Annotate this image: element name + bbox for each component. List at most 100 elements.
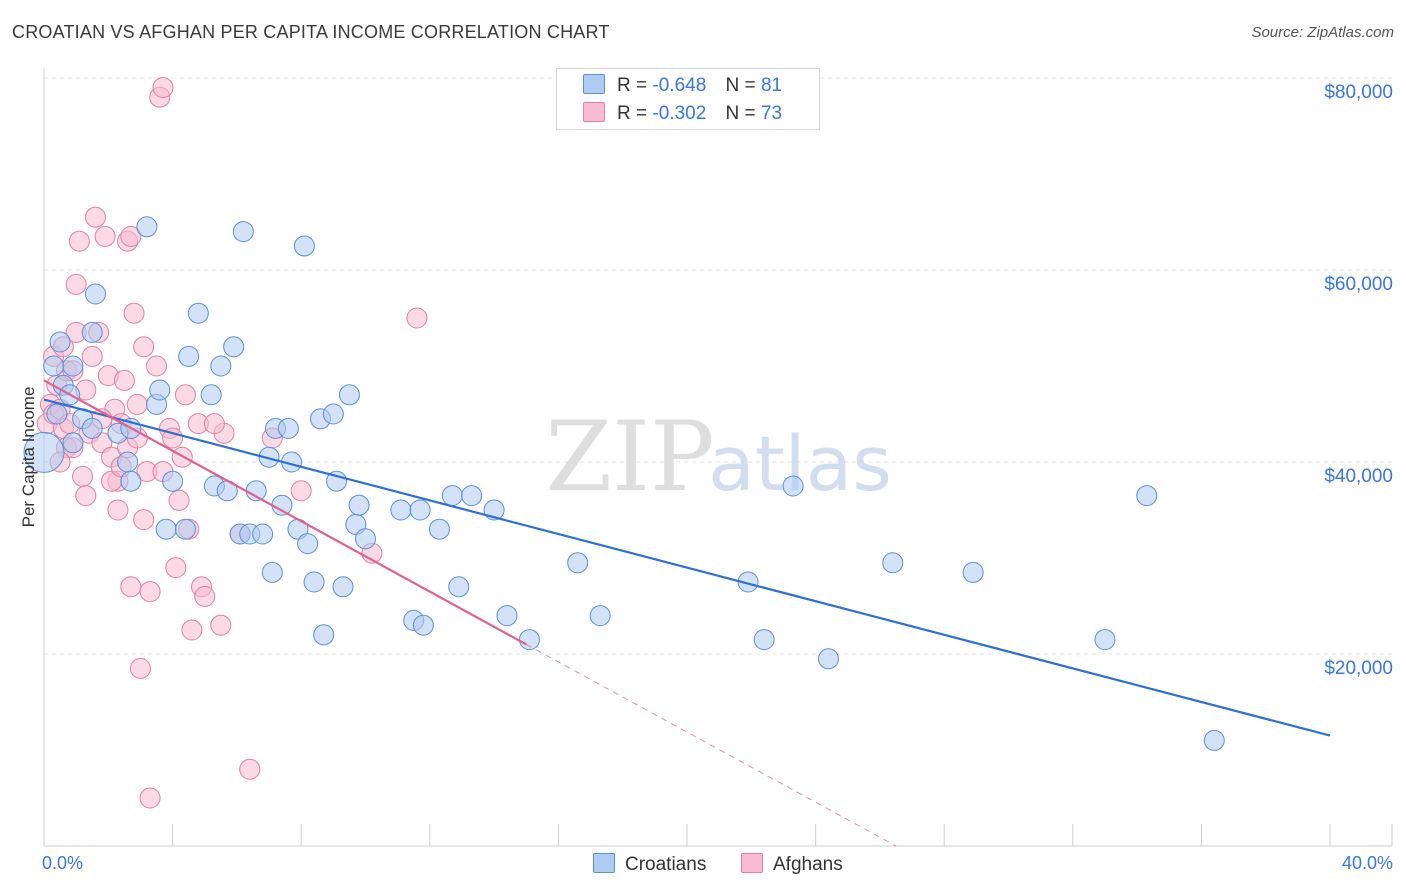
croatian-point-58 <box>441 485 463 507</box>
legend-row-croatians: R = -0.648 N = 81 <box>583 74 782 98</box>
croatians-n-label: N = <box>725 75 756 96</box>
afghan-point-38 <box>133 336 155 358</box>
croatian-point-45 <box>313 624 335 646</box>
afghan-point-41 <box>139 581 161 603</box>
afghan-point-14 <box>68 230 90 252</box>
afghan-points <box>36 77 428 809</box>
bottom-croatians-swatch <box>593 853 615 873</box>
croatian-point-46 <box>322 403 344 425</box>
croatian-point-3 <box>62 355 84 377</box>
afghans-swatch <box>583 102 605 122</box>
croatian-point-42 <box>297 533 319 555</box>
croatian-point-24 <box>200 384 222 406</box>
y-axis-label: Per Capita Income <box>19 387 38 528</box>
bottom-croatians-label: Croatians <box>625 854 707 875</box>
croatian-point-37 <box>271 494 293 516</box>
croatian-point-72 <box>1094 629 1116 651</box>
afghan-point-34 <box>123 302 145 324</box>
croatians-r-label: R = <box>617 75 648 96</box>
afghan-point-35 <box>126 393 148 415</box>
croatian-point-11 <box>84 283 106 305</box>
croatian-point-23 <box>187 302 209 324</box>
tick-layer: $20,000 $40,000 $60,000 $80,000 <box>43 82 1393 846</box>
afghan-point-27 <box>107 499 129 521</box>
croatian-trend-line <box>43 398 1331 737</box>
afghan-point-60 <box>290 480 312 502</box>
afghan-point-61 <box>139 787 161 809</box>
x-tick-label-min: 0.0% <box>42 853 83 873</box>
croatian-point-6 <box>46 403 68 425</box>
croatian-point-43 <box>303 571 325 593</box>
croatian-point-60 <box>461 485 483 507</box>
croatian-point-35 <box>261 561 283 583</box>
afghan-point-70 <box>174 384 196 406</box>
afghan-point-18 <box>81 345 103 367</box>
afghan-point-37 <box>129 657 151 679</box>
afghan-point-64 <box>203 413 225 435</box>
legend-row-afghans: R = -0.302 N = 73 <box>583 102 782 126</box>
croatian-point-10 <box>81 417 103 439</box>
afghan-point-22 <box>94 225 116 247</box>
croatian-point-30 <box>232 221 254 243</box>
bottom-legend-croatians: Croatians <box>593 852 706 878</box>
afghan-point-42 <box>146 355 168 377</box>
y-tick-label-2: $60,000 <box>1324 274 1393 295</box>
afghan-point-44 <box>152 77 174 99</box>
croatian-point-41 <box>293 235 315 257</box>
afghan-point-13 <box>65 273 87 295</box>
afghan-point-55 <box>210 614 232 636</box>
afghan-point-39 <box>133 509 155 531</box>
afghans-n-label: N = <box>725 103 756 124</box>
afghan-point-15 <box>72 465 94 487</box>
croatian-point-65 <box>589 605 611 627</box>
croatian-point-74 <box>1203 729 1225 751</box>
croatian-point-1 <box>49 331 71 353</box>
croatian-point-73 <box>1136 485 1158 507</box>
croatian-point-33 <box>252 523 274 545</box>
afghan-point-19 <box>84 206 106 228</box>
watermark: ZIP atlas <box>545 401 891 513</box>
chart-title: CROATIAN VS AFGHAN PER CAPITA INCOME COR… <box>12 22 610 42</box>
afghan-point-47 <box>165 557 187 579</box>
croatian-point-62 <box>496 605 518 627</box>
y-tick-label-1: $40,000 <box>1324 466 1393 487</box>
afghan-trend-line <box>43 379 527 646</box>
afghan-point-66 <box>75 485 97 507</box>
croatian-point-38 <box>277 417 299 439</box>
afghans-r-label: R = <box>617 103 648 124</box>
croatian-point-28 <box>223 336 245 358</box>
croatian-point-49 <box>338 384 360 406</box>
croatian-point-56 <box>412 614 434 636</box>
y-tick-label-3: $80,000 <box>1324 82 1393 103</box>
croatians-r-value: -0.648 <box>652 75 707 96</box>
croatian-point-53 <box>390 499 412 521</box>
bottom-legend-afghans: Afghans <box>741 852 843 878</box>
croatian-point-16 <box>136 216 158 238</box>
croatian-point-68 <box>782 475 804 497</box>
croatian-point-64 <box>567 552 589 574</box>
croatian-point-67 <box>753 629 775 651</box>
afghan-point-51 <box>181 619 203 641</box>
croatian-point-71 <box>962 561 984 583</box>
croatian-point-51 <box>348 494 370 516</box>
croatian-point-52 <box>355 528 376 550</box>
afghan-point-33 <box>120 576 142 598</box>
croatian-point-13 <box>117 451 139 473</box>
croatian-point-47 <box>326 470 348 492</box>
croatians-n-value: 81 <box>760 75 783 96</box>
croatian-point-48 <box>332 576 354 598</box>
croatian-point-7 <box>62 432 84 454</box>
croatian-point-59 <box>448 576 470 598</box>
afghan-point-58 <box>239 758 261 780</box>
croatian-point-69 <box>817 648 839 670</box>
croatian-point-20 <box>162 470 184 492</box>
afghans-r-value: -0.302 <box>652 103 707 124</box>
croatian-point-19 <box>155 518 177 540</box>
croatian-point-22 <box>178 345 200 367</box>
bottom-afghans-label: Afghans <box>773 854 843 875</box>
afghan-point-63 <box>406 307 428 329</box>
croatian-point-9 <box>81 321 103 343</box>
stats-legend: R = -0.648 N = 81 R = -0.302 N = 73 <box>556 68 820 130</box>
croatian-point-21 <box>174 518 196 540</box>
